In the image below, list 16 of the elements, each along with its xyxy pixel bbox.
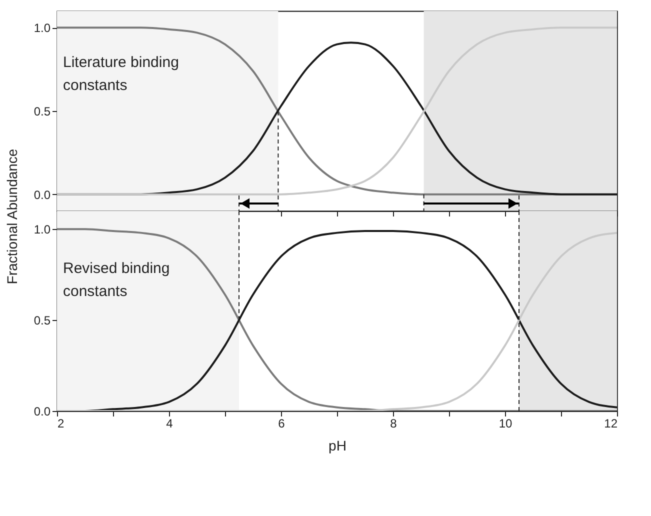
y-axis-title: Fractional Abundance <box>4 148 20 284</box>
y-tick-label: 0.5 <box>34 104 51 118</box>
annotation: Literature binding constants <box>63 54 179 94</box>
y-tick-label: 0.0 <box>34 188 51 202</box>
x-tick-label: 6 <box>278 416 286 430</box>
x-tick-label: 4 <box>166 416 174 430</box>
annotation: Revised binding constants <box>63 260 170 300</box>
y-tick-label: 1.0 <box>34 222 51 237</box>
x-tick-label: 12 <box>604 416 618 430</box>
y-tick-label: 1.0 <box>34 21 51 36</box>
x-tick-label: 2 <box>58 416 64 430</box>
x-axis-title: pH <box>328 438 346 454</box>
y-tick-label: 0.5 <box>34 314 51 328</box>
y-tick-label: 0.0 <box>34 404 51 418</box>
x-tick-label: 10 <box>498 416 512 430</box>
x-tick-label: 8 <box>390 416 398 430</box>
